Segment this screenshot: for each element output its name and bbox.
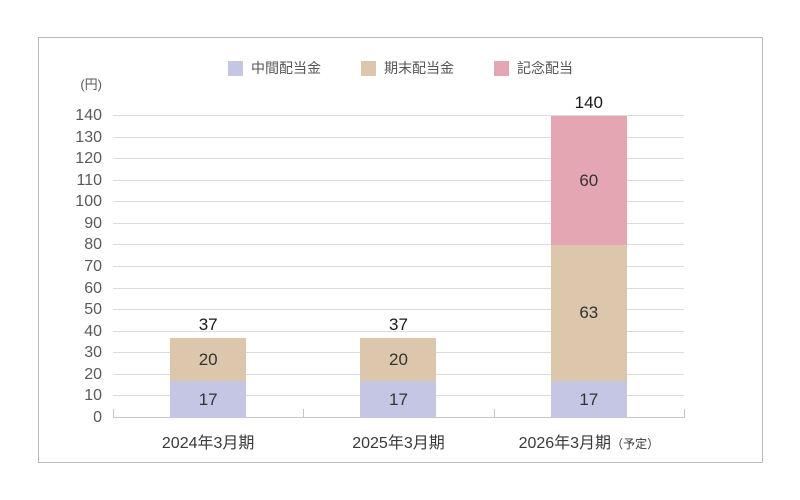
legend-swatch bbox=[228, 60, 243, 76]
legend-swatch bbox=[494, 60, 509, 76]
x-tick-label: 2024年3月期 bbox=[113, 429, 303, 453]
gridline bbox=[113, 287, 684, 289]
legend-item: 中間配当金 bbox=[228, 58, 321, 78]
y-tick-label: 30 bbox=[84, 344, 102, 362]
y-tick-label: 140 bbox=[75, 107, 102, 124]
stacked-bar: 17 20 37 bbox=[170, 315, 247, 418]
y-axis-unit-label: (円) bbox=[80, 77, 102, 92]
segment-value-label: 20 bbox=[389, 349, 408, 369]
segment-value-label: 17 bbox=[579, 389, 599, 409]
y-tick-label: 10 bbox=[84, 387, 102, 405]
bar-total-label: 140 bbox=[574, 93, 603, 113]
bar-segment: 63 bbox=[550, 245, 627, 382]
gridline bbox=[113, 266, 684, 267]
x-tick-label-text: 2025年3月期 bbox=[352, 435, 445, 452]
category-slot: 17 63 60 140 2026年3月期（予定） bbox=[494, 93, 684, 452]
y-tick-label: 20 bbox=[84, 365, 102, 383]
stacked-bar: 17 63 60 140 bbox=[550, 93, 627, 418]
gridline bbox=[113, 201, 684, 203]
gridline bbox=[113, 244, 684, 246]
legend-swatch bbox=[361, 60, 376, 76]
segment-value-label: 17 bbox=[389, 389, 408, 409]
y-tick-label: 60 bbox=[84, 279, 102, 297]
y-tick-label: 100 bbox=[75, 193, 102, 211]
bar-segment: 17 bbox=[170, 381, 247, 418]
chart-panel: 中間配当金 期末配当金 記念配当 (円) 0 10 20 30 40 50 60 70 80 90 10… bbox=[38, 37, 763, 463]
y-tick-label: 120 bbox=[75, 150, 102, 168]
bar-segment: 60 bbox=[550, 116, 627, 246]
gridline bbox=[113, 158, 684, 160]
x-tick-label: 2025年3月期 bbox=[303, 429, 493, 453]
x-tick-label: 2026年3月期（予定） bbox=[494, 429, 684, 453]
gridline bbox=[113, 136, 684, 138]
segment-value-label: 63 bbox=[579, 303, 599, 323]
bar-total-label: 37 bbox=[198, 315, 218, 335]
axis-tick bbox=[303, 409, 305, 418]
gridline bbox=[113, 222, 684, 224]
y-tick-label: 50 bbox=[84, 301, 102, 319]
legend-label: 記念配当 bbox=[517, 60, 573, 76]
bar-segment: 17 bbox=[360, 381, 437, 418]
segment-value-label: 60 bbox=[579, 170, 599, 190]
category-slot: 17 20 37 2024年3月期 bbox=[113, 116, 303, 452]
bar-total-label: 37 bbox=[389, 315, 408, 335]
bar-segment: 20 bbox=[170, 338, 247, 382]
legend-label: 期末配当金 bbox=[384, 60, 454, 76]
axis-tick bbox=[113, 409, 114, 418]
category-slot: 17 20 37 2025年3月期 bbox=[303, 116, 493, 452]
legend-item: 期末配当金 bbox=[361, 58, 454, 78]
y-tick-label: 0 bbox=[93, 409, 102, 426]
stacked-bar: 17 20 37 bbox=[360, 315, 437, 418]
gridline bbox=[113, 179, 684, 181]
x-tick-label-text: 2024年3月期 bbox=[161, 435, 255, 452]
x-tick-label-text: 2026年3月期 bbox=[518, 435, 612, 452]
legend: 中間配当金 期末配当金 記念配当 bbox=[39, 58, 762, 78]
y-tick-label: 40 bbox=[84, 322, 102, 340]
legend-label: 中間配当金 bbox=[251, 60, 321, 76]
segment-value-label: 20 bbox=[198, 349, 218, 369]
y-tick-label: 80 bbox=[84, 236, 102, 254]
gridline bbox=[113, 115, 684, 116]
gridline bbox=[113, 309, 684, 311]
axis-tick bbox=[684, 409, 685, 418]
legend-item: 記念配当 bbox=[494, 58, 573, 78]
bar-segment: 20 bbox=[360, 338, 437, 382]
y-tick-label: 90 bbox=[84, 214, 102, 232]
segment-value-label: 17 bbox=[198, 389, 218, 409]
y-tick-label: 130 bbox=[75, 128, 102, 146]
bar-segment: 17 bbox=[550, 381, 627, 418]
gridline bbox=[113, 330, 684, 332]
y-tick-label: 70 bbox=[84, 258, 102, 275]
y-tick-label: 110 bbox=[76, 171, 102, 189]
plot-area: 17 20 37 2024年3月期 17 20 37 2025年3月期 17 63 60 140 202… bbox=[113, 93, 685, 452]
x-tick-label-suffix: （予定） bbox=[611, 437, 660, 451]
axis-tick bbox=[493, 409, 495, 418]
